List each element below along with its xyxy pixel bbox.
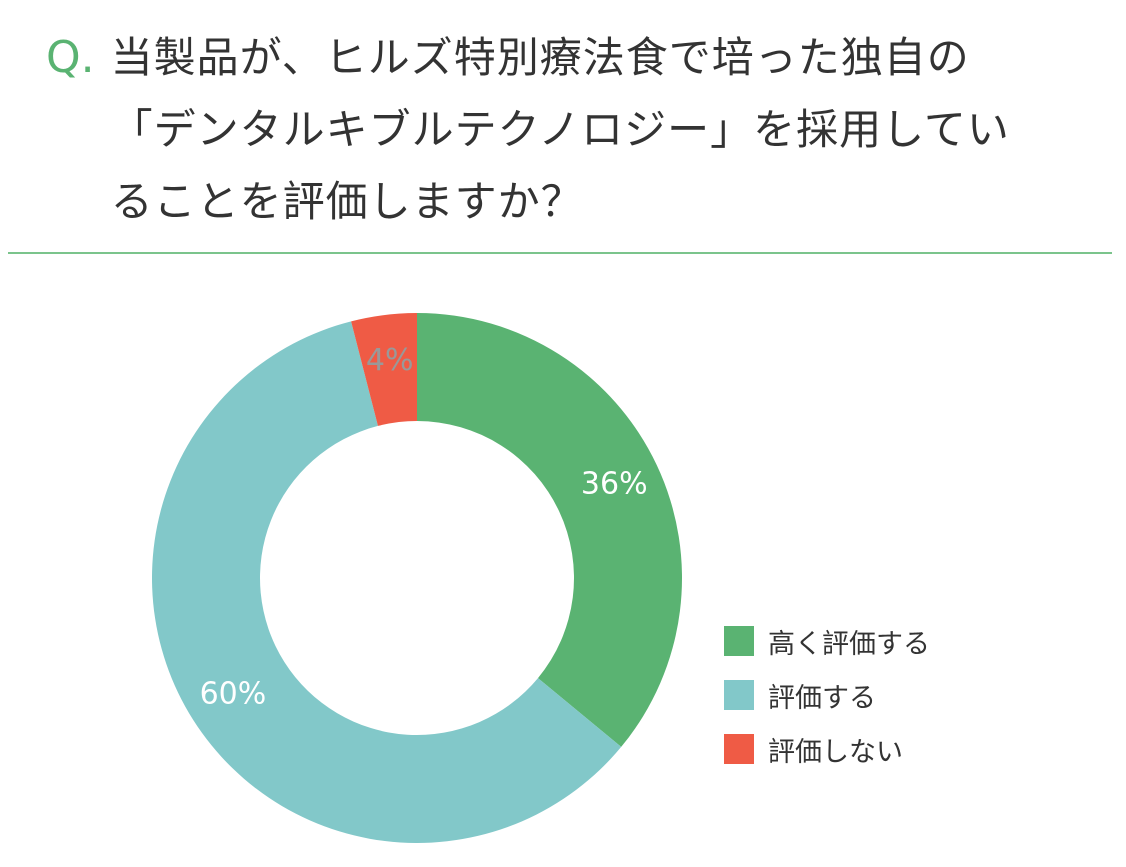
legend-item-high: 高く評価する	[724, 614, 930, 668]
legend-label-high: 高く評価する	[768, 628, 930, 660]
donut-slice-3	[351, 313, 417, 426]
legend-label-low: 評価しない	[768, 736, 903, 768]
legend-swatch-mid	[724, 680, 754, 710]
legend-item-mid: 評価する	[724, 668, 930, 722]
legend-item-low: 評価しない	[724, 722, 930, 776]
question-prefix: Q.	[46, 32, 95, 83]
chart-slice-labels: 36% 60% 4%	[200, 343, 648, 711]
slice-value-label-2: 60%	[200, 676, 267, 711]
slice-value-label-3: 4%	[366, 343, 414, 378]
chart-slices	[152, 313, 682, 844]
slice-value-label-1: 36%	[581, 467, 648, 502]
chart-legend: 高く評価する 評価する 評価しない	[724, 614, 930, 776]
legend-swatch-high	[724, 626, 754, 656]
question-text: 当製品が、ヒルズ特別療法食で培った独自の「デンタルキブルテクノロジー」を採用して…	[110, 33, 1010, 226]
legend-label-mid: 評価する	[768, 682, 876, 714]
legend-swatch-low	[724, 734, 754, 764]
question-block: Q. 当製品が、ヒルズ特別療法食で培った独自の「デンタルキブルテクノロジー」を採…	[46, 22, 1106, 238]
divider	[8, 252, 1112, 254]
donut-slice-1	[417, 313, 682, 747]
donut-slice-2	[152, 321, 622, 844]
